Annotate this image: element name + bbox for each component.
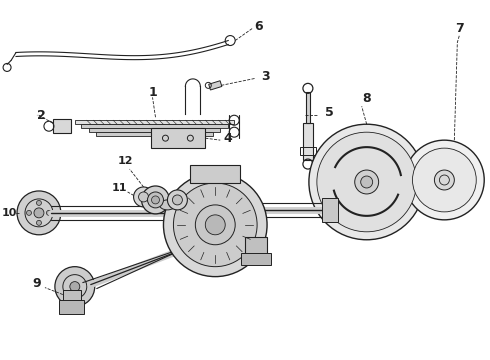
Circle shape bbox=[173, 183, 257, 267]
Bar bbox=[75, 120, 234, 124]
Circle shape bbox=[151, 196, 159, 204]
Circle shape bbox=[164, 173, 267, 276]
Text: 7: 7 bbox=[455, 22, 464, 35]
Text: 9: 9 bbox=[33, 277, 41, 290]
Bar bbox=[63, 289, 81, 302]
Bar bbox=[306, 92, 310, 123]
Text: 14: 14 bbox=[205, 167, 221, 177]
Text: 11: 11 bbox=[112, 183, 127, 193]
Circle shape bbox=[172, 195, 182, 205]
Bar bbox=[300, 147, 316, 155]
Text: 13: 13 bbox=[172, 230, 187, 240]
Ellipse shape bbox=[159, 200, 175, 210]
Circle shape bbox=[36, 201, 42, 206]
Bar bbox=[241, 253, 271, 265]
Circle shape bbox=[17, 191, 61, 235]
Circle shape bbox=[139, 192, 148, 202]
Bar bbox=[245, 237, 267, 255]
Circle shape bbox=[346, 166, 352, 172]
Bar bbox=[322, 198, 338, 222]
Bar bbox=[303, 123, 313, 160]
Circle shape bbox=[55, 267, 95, 306]
Circle shape bbox=[447, 195, 454, 202]
Text: 4: 4 bbox=[224, 132, 233, 145]
Circle shape bbox=[196, 205, 235, 245]
Circle shape bbox=[134, 187, 153, 207]
Circle shape bbox=[205, 215, 225, 235]
Bar bbox=[150, 128, 205, 148]
Circle shape bbox=[26, 210, 31, 215]
Circle shape bbox=[355, 170, 379, 194]
Circle shape bbox=[413, 148, 476, 212]
Bar bbox=[89, 128, 220, 132]
Circle shape bbox=[70, 282, 80, 292]
Circle shape bbox=[386, 179, 392, 185]
Bar bbox=[190, 165, 240, 183]
Bar bbox=[59, 300, 84, 315]
Circle shape bbox=[435, 170, 454, 190]
Circle shape bbox=[461, 176, 468, 184]
Text: 3: 3 bbox=[261, 70, 270, 83]
Circle shape bbox=[370, 200, 376, 206]
Text: 10: 10 bbox=[1, 208, 17, 218]
Circle shape bbox=[370, 158, 376, 164]
Circle shape bbox=[47, 210, 51, 215]
Circle shape bbox=[317, 132, 416, 232]
Bar bbox=[53, 119, 71, 133]
Bar bbox=[96, 132, 213, 136]
Text: 5: 5 bbox=[325, 106, 334, 119]
Circle shape bbox=[361, 176, 373, 188]
Circle shape bbox=[142, 186, 170, 214]
Circle shape bbox=[346, 192, 352, 198]
Circle shape bbox=[309, 124, 424, 240]
Text: 2: 2 bbox=[37, 109, 45, 122]
Circle shape bbox=[147, 192, 164, 208]
Circle shape bbox=[34, 208, 44, 218]
Text: 12: 12 bbox=[118, 156, 133, 166]
Bar bbox=[209, 81, 222, 90]
Circle shape bbox=[405, 140, 484, 220]
Circle shape bbox=[425, 165, 432, 172]
Circle shape bbox=[447, 158, 454, 165]
Text: 1: 1 bbox=[148, 86, 157, 99]
Text: 6: 6 bbox=[254, 20, 263, 33]
Text: 8: 8 bbox=[363, 92, 371, 105]
Circle shape bbox=[425, 188, 432, 195]
Circle shape bbox=[168, 190, 187, 210]
Bar bbox=[81, 124, 228, 128]
Circle shape bbox=[36, 220, 42, 225]
